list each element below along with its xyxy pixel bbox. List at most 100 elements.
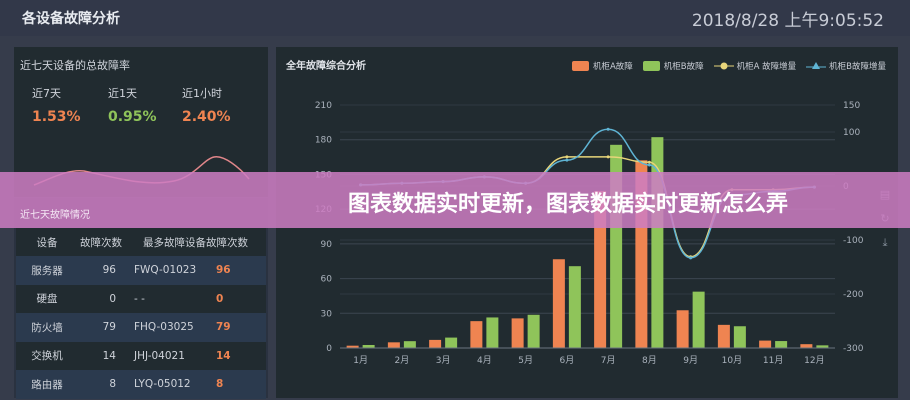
bar-b [775, 341, 788, 348]
count-cell: 0 [78, 284, 124, 313]
clock: 2018/8/28 上午9:05:52 [691, 11, 884, 31]
bar-b [568, 266, 581, 348]
table-row: 服务器 96 FWQ-01023 96 [16, 256, 266, 285]
stat-label: 近1小时 [182, 87, 222, 100]
count-cell: 79 [78, 313, 124, 342]
x-tick-label: 6月 [560, 355, 575, 366]
bar-a [676, 310, 689, 348]
col-header: 故障次数 [206, 228, 266, 256]
save-image-icon[interactable]: ⤓ [882, 236, 888, 249]
panel-title: 近七天故障情况 [20, 210, 90, 221]
bar-a [800, 344, 813, 348]
left-tick-label: 210 [315, 101, 332, 111]
col-header: 故障次数 [78, 228, 124, 256]
right-tick-label: -200 [843, 290, 864, 300]
right-tick-label: 100 [843, 128, 860, 138]
x-tick-label: 10月 [722, 355, 742, 366]
x-tick-label: 2月 [395, 355, 410, 366]
legend-label: 机柜A故障 [592, 62, 633, 72]
top-count-cell: 79 [206, 313, 266, 342]
chart-title: 全年故障综合分析 [286, 61, 366, 72]
top-count-cell: 8 [206, 370, 266, 399]
top-device-cell: JHJ-04021 [124, 341, 206, 370]
x-tick-label: 12月 [804, 355, 824, 366]
page-title: 各设备故障分析 [22, 11, 120, 27]
x-tick-label: 4月 [477, 355, 492, 366]
right-tick-label: -100 [843, 236, 864, 246]
legend-item-b[interactable]: 机柜B故障 [642, 60, 704, 72]
stat-value: 2.40% [182, 109, 231, 125]
bar-a [552, 259, 565, 348]
overlay-banner: 图表数据实时更新，图表数据实时更新怎么弄 [0, 172, 910, 228]
x-tick-label: 8月 [642, 355, 657, 366]
x-tick-label: 11月 [763, 355, 783, 366]
top-count-cell: 96 [206, 256, 266, 285]
table-row: 交换机 14 JHJ-04021 14 [16, 341, 266, 370]
stat-value: 0.95% [108, 109, 157, 125]
device-cell: 硬盘 [16, 284, 78, 313]
right-tick-label: 150 [843, 101, 860, 111]
legend-item-a[interactable]: 机柜A故障 [571, 60, 633, 72]
bar-a [346, 345, 359, 348]
x-tick-label: 3月 [436, 355, 451, 366]
device-cell: 路由器 [16, 370, 78, 399]
left-tick-label: 30 [321, 309, 333, 319]
faults-table: 设备 故障次数 最多故障设备 故障次数 服务器 96 FWQ-01023 96 硬盘 0-… [16, 228, 266, 399]
stat-value: 1.53% [32, 109, 81, 125]
left-tick-label: 180 [315, 136, 332, 146]
legend-label: 机柜B故障 [663, 62, 704, 72]
faults-panel: 近七天故障情况 设备 故障次数 最多故障设备 故障次数 服务器 96 FWQ-010… [14, 198, 268, 399]
line-point [565, 158, 569, 162]
bar-b [733, 326, 746, 348]
stat-label: 近1天 [108, 87, 137, 100]
bar-a [511, 318, 524, 348]
bar-b [445, 337, 458, 348]
bar-b [362, 344, 375, 348]
stat-1h: 近1小时 2.40% [182, 85, 262, 125]
x-tick-label: 9月 [683, 355, 698, 366]
banner-text: 图表数据实时更新，图表数据实时更新怎么弄 [348, 192, 789, 217]
x-tick-label: 5月 [518, 355, 533, 366]
line-point [565, 155, 569, 159]
col-header: 最多故障设备 [124, 228, 206, 256]
bar-b [816, 345, 829, 348]
line-point [606, 155, 610, 159]
top-device-cell: LYQ-05012 [124, 370, 206, 399]
bar-a [759, 340, 772, 348]
device-cell: 防火墙 [16, 313, 78, 342]
stat-label: 近7天 [32, 87, 61, 100]
legend-label: 机柜A 故障增量 [736, 62, 797, 72]
count-cell: 96 [78, 256, 124, 285]
bar-a [387, 342, 400, 348]
device-cell: 服务器 [16, 256, 78, 285]
bar-a [717, 324, 730, 348]
bar-b [403, 341, 416, 348]
line-point [647, 163, 651, 167]
top-count-cell: 0 [206, 284, 266, 313]
col-header: 设备 [16, 228, 78, 256]
bar-a [470, 321, 483, 348]
left-tick-label: 90 [321, 240, 333, 250]
device-cell: 交换机 [16, 341, 78, 370]
legend-item-b-inc[interactable]: 机柜B故障增量 [806, 60, 886, 72]
bar-b [486, 317, 499, 348]
stat-7d: 近7天 1.53% [32, 85, 112, 125]
x-tick-label: 7月 [601, 355, 616, 366]
bar-b [692, 291, 705, 348]
bar-b [527, 314, 540, 348]
line-point [689, 256, 693, 260]
top-device-cell: FWQ-01023 [124, 256, 206, 285]
top-count-cell: 14 [206, 341, 266, 370]
stat-1d: 近1天 0.95% [108, 85, 188, 125]
header: 各设备故障分析 2018/8/28 上午9:05:52 [0, 0, 910, 36]
line-point [647, 160, 651, 164]
bar-a [594, 191, 607, 348]
panel-title: 近七天设备的总故障率 [20, 59, 130, 72]
legend: 机柜A故障 机柜B故障 机柜A 故障增量 机柜B故障增量 [571, 60, 886, 72]
bar-a [429, 339, 442, 348]
table-row: 防火墙 79 FHQ-03025 79 [16, 313, 266, 342]
legend-label: 机柜B故障增量 [829, 62, 886, 72]
left-tick-label: 60 [321, 275, 333, 285]
legend-item-a-inc[interactable]: 机柜A 故障增量 [713, 60, 797, 72]
top-device-cell: FHQ-03025 [124, 313, 206, 342]
